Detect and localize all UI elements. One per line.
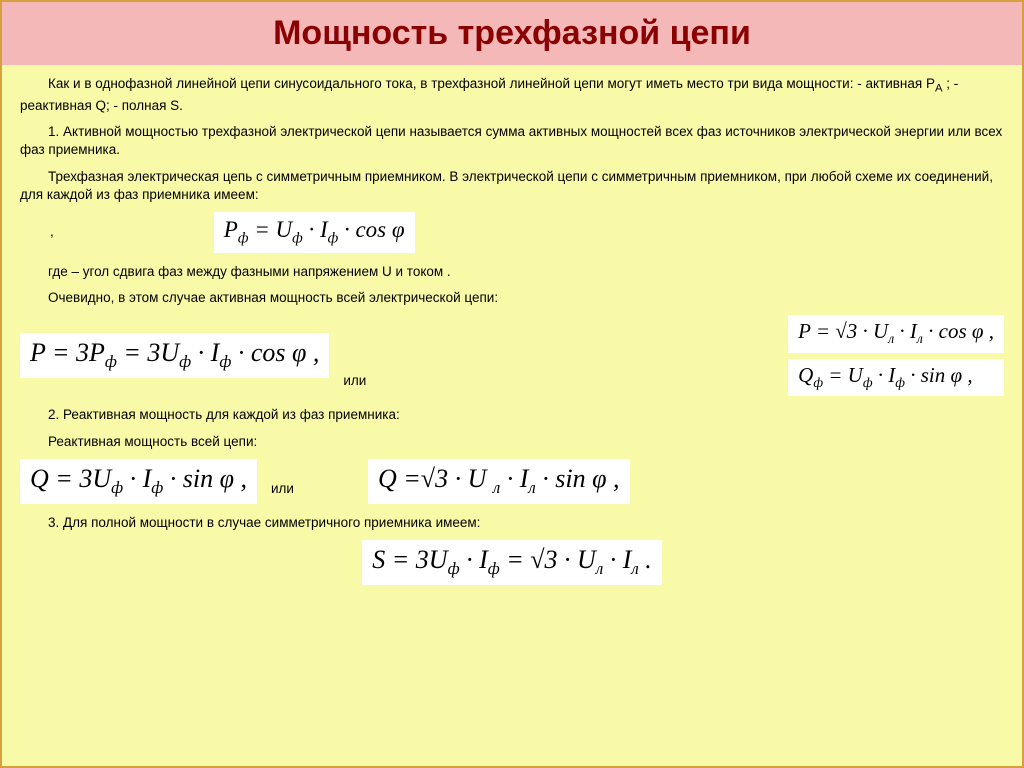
reactive-all-text: Реактивная мощность всей цепи: xyxy=(20,433,1004,451)
symmetric-text: Трехфазная электрическая цепь с симметри… xyxy=(20,168,1004,204)
section-2-text: 2. Реактивная мощность для каждой из фаз… xyxy=(20,406,1004,424)
slide-content: Как и в однофазной линейной цепи синусои… xyxy=(2,65,1022,591)
formula-q-linear: Q =√3 · U л · Iл · sin φ , xyxy=(368,459,630,504)
page-title: Мощность трехфазной цепи xyxy=(22,14,1002,53)
formula-p-3phase: P = 3Pф = 3Uф · Iф · cos φ , xyxy=(20,333,329,378)
formula-s-full: S = 3Uф · Iф = √3 · Uл · Iл . xyxy=(362,540,662,585)
formula-q-phase: Qф = Uф · Iф · sin φ , xyxy=(788,359,1004,397)
or-label-2: или xyxy=(271,480,294,504)
leading-comma: , xyxy=(50,223,54,241)
title-bar: Мощность трехфазной цепи xyxy=(2,2,1022,65)
section-1-text: 1. Активной мощностью трехфазной электри… xyxy=(20,123,1004,159)
obvious-text: Очевидно, в этом случае активная мощност… xyxy=(20,289,1004,307)
formula-col-right: P = √3 · Uл · Iл · cos φ , Qф = Uф · Iф … xyxy=(788,315,1004,396)
formula-p-phase: Pф = Uф · Iф · cos φ xyxy=(214,212,415,253)
formula-q-3phase: Q = 3Uф · Iф · sin φ , xyxy=(20,459,257,504)
or-label-1: или xyxy=(343,372,366,396)
formula-p-linear: P = √3 · Uл · Iл · cos φ , xyxy=(788,315,1004,353)
formula-row-s: S = 3Uф · Iф = √3 · Uл · Iл . xyxy=(20,540,1004,585)
intro-paragraph: Как и в однофазной линейной цепи синусои… xyxy=(20,75,1004,115)
section-3-text: 3. Для полной мощности в случае симметри… xyxy=(20,514,1004,532)
formula-row-q: Q = 3Uф · Iф · sin φ , или Q =√3 · U л ·… xyxy=(20,459,1004,504)
where-text: где – угол сдвига фаз между фазными напр… xyxy=(20,263,1004,281)
intro-text-1: Как и в однофазной линейной цепи синусои… xyxy=(48,76,935,91)
formula-row-pphase: , Pф = Uф · Iф · cos φ xyxy=(50,212,1004,253)
formula-row-p: P = 3Pф = 3Uф · Iф · cos φ , или P = √3 … xyxy=(20,315,1004,396)
